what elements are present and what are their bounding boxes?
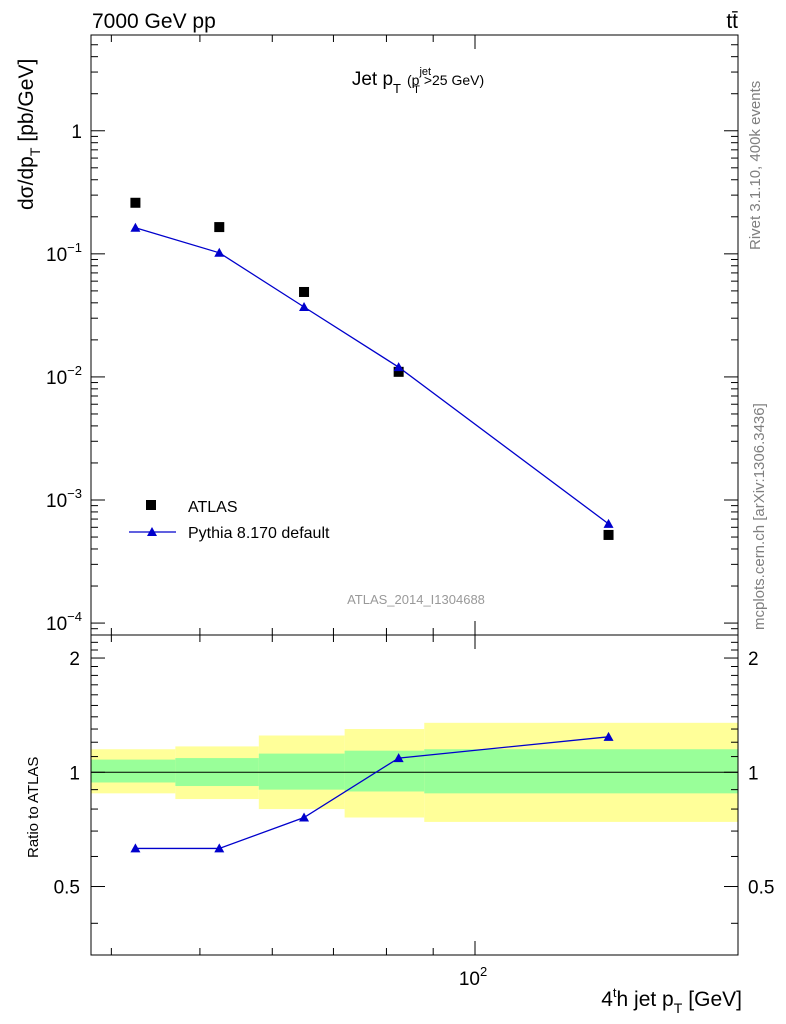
ratio-pythia-point-4 <box>603 731 614 741</box>
ratio-pythia-point-3 <box>393 753 404 763</box>
header-right: tt̄ <box>726 10 738 33</box>
ratio-stat-band-3 <box>344 750 425 792</box>
top-y-tick-label-0: 1 <box>71 122 82 143</box>
atlas-point-0 <box>130 197 141 208</box>
ratio-panel-frame <box>90 634 739 956</box>
pythia-point-3 <box>393 362 404 372</box>
top-y-tick-label-2: 10−2 <box>46 363 82 389</box>
top-y-tick-label-4: 10−4 <box>46 609 82 635</box>
mcplots-label: mcplots.cern.ch [arXiv:1306.3436] <box>751 403 768 630</box>
x-axis-label: 4th jet pT [GeV] <box>601 985 742 1016</box>
ratio-stat-band-2 <box>258 753 345 790</box>
title-cut-open: (p <box>407 72 420 88</box>
ratio-y-tick-label-right-2: 0.5 <box>748 878 774 899</box>
ratio-y-tick-label-left-2: 0.5 <box>54 878 80 899</box>
x-tick-label-0: 102 <box>459 964 487 990</box>
legend: ATLAS Pythia 8.170 default <box>129 499 330 542</box>
top-panel-title: Jet pT(pjet T>25 GeV) <box>352 66 484 96</box>
atlas-point-4 <box>603 529 614 540</box>
top-y-label: dσ/dpT[pb/GeV] <box>15 59 43 210</box>
legend-pythia-marker <box>147 527 157 536</box>
pythia-line <box>135 227 609 525</box>
rivet-label: Rivet 3.1.10, 400k events <box>747 81 764 250</box>
atlas-point-1 <box>214 222 225 233</box>
title-cut-sup: jet <box>418 66 431 78</box>
pythia-point-0 <box>130 222 141 232</box>
ratio-y-tick-label-right-0: 2 <box>748 649 759 670</box>
ratio-pythia-point-2 <box>299 812 310 822</box>
title-cut-close: >25 GeV) <box>424 72 484 88</box>
ratio-y-tick-label-left-1: 1 <box>69 763 80 784</box>
ratio-panel-data <box>130 731 614 853</box>
atlas-point-2 <box>299 286 310 297</box>
pythia-point-4 <box>603 518 614 528</box>
title-main: Jet p <box>352 69 393 90</box>
pythia-point-2 <box>299 301 310 311</box>
ratio-y-tick-label-left-0: 2 <box>69 649 80 670</box>
title-main-sub: T <box>393 81 401 96</box>
ratio-pythia-point-1 <box>214 843 225 853</box>
atlas-point-3 <box>393 366 404 377</box>
pythia-point-1 <box>214 247 225 257</box>
ratio-stat-band-0 <box>91 759 176 783</box>
ratio-stat-band-4 <box>424 749 738 794</box>
ratio-y-tick-label-right-1: 1 <box>748 763 759 784</box>
top-panel-frame <box>90 34 739 636</box>
ratio-uncertainty-bands <box>91 722 738 822</box>
analysis-watermark: ATLAS_2014_I1304688 <box>347 592 485 607</box>
top-panel-data <box>130 197 614 540</box>
top-y-tick-label-1: 10−1 <box>46 240 82 266</box>
top-y-tick-label-3: 10−3 <box>46 486 82 512</box>
legend-atlas-marker <box>146 500 156 510</box>
title-cut-sub: T <box>413 84 420 96</box>
ratio-y-label: Ratio to ATLAS <box>25 757 42 858</box>
legend-pythia-label: Pythia 8.170 default <box>188 525 330 542</box>
axis-tick-labels: 1 10−1 10−2 10−3 10−4 2 2 1 1 0.5 0.5 102 <box>46 122 774 990</box>
header-left: 7000 GeV pp <box>92 10 216 33</box>
legend-atlas-label: ATLAS <box>188 499 238 516</box>
ratio-pythia-point-0 <box>130 843 141 853</box>
